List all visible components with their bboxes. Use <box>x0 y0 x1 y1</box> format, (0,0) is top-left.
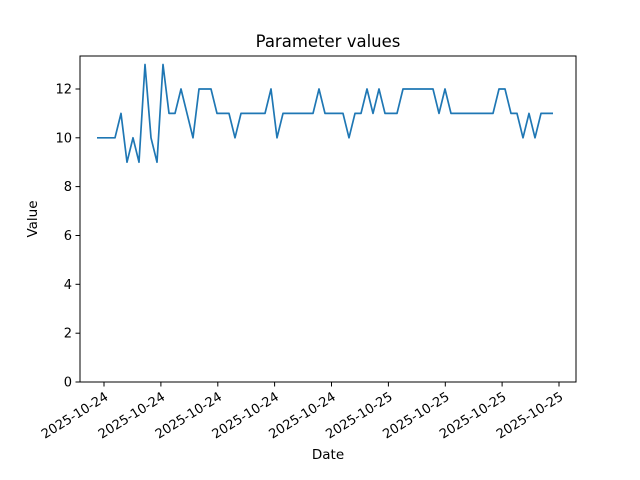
y-tick-label: 2 <box>64 327 72 342</box>
plot-area <box>79 55 577 383</box>
y-tick-label: 0 <box>64 376 72 391</box>
series-line <box>97 63 553 164</box>
y-tick-label: 6 <box>64 229 72 244</box>
y-tick-label: 8 <box>64 180 72 195</box>
y-tick-label: 4 <box>64 278 72 293</box>
y-axis-label: Value <box>25 200 41 237</box>
x-axis-ticks: 2025-10-242025-10-242025-10-242025-10-24… <box>39 382 566 442</box>
x-axis-label: Date <box>312 447 344 463</box>
chart-title: Parameter values <box>256 32 401 51</box>
y-axis-ticks: 0 2 4 6 8 10 12 <box>55 83 80 391</box>
y-tick-label: 12 <box>55 83 72 98</box>
y-tick-label: 10 <box>55 131 72 146</box>
